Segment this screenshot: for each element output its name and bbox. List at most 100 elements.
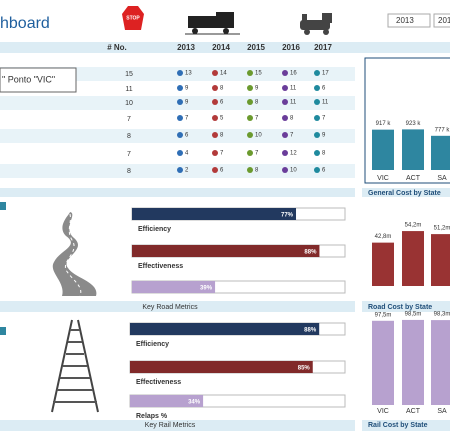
train-icon — [300, 13, 332, 35]
cell-value: 6 — [185, 133, 189, 139]
bar-label: 98,5m — [405, 312, 422, 318]
cell-value: 7 — [185, 116, 189, 122]
metric-label: Effectiveness — [136, 379, 181, 386]
metric-value: 34% — [188, 400, 201, 406]
dot — [177, 150, 183, 156]
tooltip-box — [0, 67, 77, 93]
metric-bar — [132, 281, 216, 293]
cell-value: 10 — [290, 168, 297, 174]
section-marker — [0, 202, 6, 210]
bar — [431, 234, 450, 286]
dot — [177, 85, 183, 91]
cell-value: 9 — [185, 86, 189, 92]
dot — [212, 132, 218, 138]
dot — [314, 99, 320, 105]
dot — [247, 99, 253, 105]
cell-value: 5 — [220, 116, 224, 122]
dot — [212, 150, 218, 156]
dot — [247, 132, 253, 138]
year-from: 2013 — [396, 16, 414, 25]
chart-title: Rail Cost by State — [368, 422, 428, 429]
svg-text:STOP: STOP — [126, 15, 140, 21]
cell-value: 6 — [220, 100, 224, 106]
year-to: 201 — [438, 16, 450, 25]
cell-value: 4 — [185, 151, 189, 157]
section-band — [0, 301, 355, 312]
dot — [282, 150, 288, 156]
bar — [402, 231, 424, 286]
cell-value: 7 — [322, 116, 326, 122]
cell-value: 8 — [220, 86, 224, 92]
truck-icon — [185, 12, 240, 35]
column-header: 2015 — [247, 43, 265, 52]
year-from-dropdown[interactable] — [387, 13, 431, 28]
cell-value: 8 — [220, 133, 224, 139]
category-label: SA — [437, 408, 447, 415]
cell-value: 13 — [185, 71, 192, 77]
section-marker — [0, 327, 6, 335]
row-number: 7 — [127, 151, 131, 158]
metric-label: Relaps % — [136, 413, 168, 420]
dashboard-title: hboard — [0, 15, 50, 32]
metric-bar — [130, 323, 320, 335]
cell-value: 7 — [255, 151, 259, 157]
section-title: Key Rail Metrics — [145, 422, 196, 429]
metric-value: 88% — [304, 328, 317, 334]
cell-value: 7 — [290, 133, 294, 139]
dot — [177, 167, 183, 173]
row-number: 8 — [127, 168, 131, 175]
dot — [177, 70, 183, 76]
section-band — [0, 188, 355, 197]
row-number: 7 — [127, 116, 131, 123]
dot — [314, 132, 320, 138]
category-label: ACT — [406, 408, 421, 415]
chart-frame — [364, 57, 450, 184]
bar-label: 51,2m — [434, 226, 450, 232]
cell-value: 15 — [255, 71, 262, 77]
year-to-dropdown[interactable] — [433, 13, 450, 28]
row-number: 10 — [125, 100, 133, 107]
dot — [212, 85, 218, 91]
bar-label: 917 k — [376, 121, 392, 127]
metric-label: Efficiency — [138, 226, 171, 233]
metric-bar — [132, 245, 320, 257]
dot — [177, 132, 183, 138]
cell-value: 8 — [255, 168, 259, 174]
metric-bar — [132, 208, 297, 220]
tooltip: " Ponto "VIC" — [2, 74, 55, 84]
section-band — [362, 420, 450, 431]
metric-value: 88% — [304, 250, 317, 256]
category-label: VIC — [377, 175, 389, 182]
section-title: Key Road Metrics — [142, 304, 198, 311]
bar — [431, 135, 450, 170]
dot — [282, 167, 288, 173]
bar — [372, 320, 394, 405]
chart-title: General Cost by State — [368, 190, 441, 197]
bar-label: 97,5m — [375, 312, 392, 318]
metric-value: 85% — [298, 366, 311, 372]
cell-value: 16 — [290, 71, 297, 77]
cell-value: 9 — [322, 133, 326, 139]
cell-value: 8 — [322, 151, 326, 157]
stop-icon: STOP — [122, 6, 144, 30]
dot — [177, 115, 183, 121]
bar-label: 42,8m — [375, 234, 392, 240]
dot — [212, 167, 218, 173]
column-header: 2013 — [177, 43, 195, 52]
cell-value: 7 — [220, 151, 224, 157]
section-band — [362, 188, 450, 197]
category-label: ACT — [406, 175, 421, 182]
row-number: 11 — [125, 86, 132, 93]
column-header: 2014 — [212, 43, 230, 52]
bar — [372, 242, 394, 286]
bar-label: 54,2m — [405, 223, 422, 229]
cell-value: 6 — [322, 168, 326, 174]
cell-value: 9 — [255, 86, 259, 92]
dot — [282, 132, 288, 138]
category-label: VIC — [377, 408, 389, 415]
column-header: 2017 — [314, 43, 332, 52]
metric-bar — [130, 361, 313, 373]
cell-value: 8 — [255, 100, 259, 106]
dot — [212, 70, 218, 76]
